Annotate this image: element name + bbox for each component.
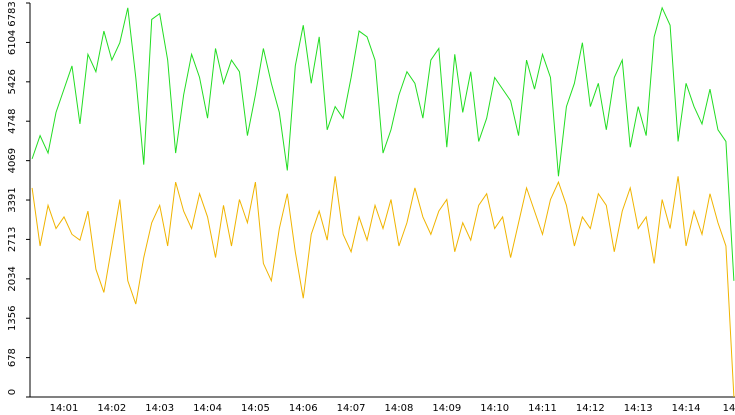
x-tick-label: 14: [723, 403, 735, 414]
x-tick-label: 14:13: [624, 403, 653, 414]
series-line: [31, 176, 735, 398]
y-tick-label: 5426: [7, 69, 18, 94]
x-tick-label: 14:14: [672, 403, 701, 414]
y-tick-label: 2034: [7, 266, 18, 291]
x-tick-label: 14:02: [97, 403, 126, 414]
y-tick-label: 6104: [7, 30, 18, 55]
y-tick-label: 6783: [7, 1, 18, 26]
x-tick-label: 14:09: [432, 403, 461, 414]
x-tick-label: 14:11: [528, 403, 557, 414]
y-tick-label: 2713: [7, 227, 18, 252]
y-tick-label: 3391: [7, 187, 18, 212]
y-tick-label: 4069: [7, 148, 18, 173]
y-tick-label: 1356: [7, 306, 18, 331]
x-tick-label: 14:05: [241, 403, 270, 414]
y-tick-label: 4748: [7, 108, 18, 133]
x-tick-label: 14:08: [385, 403, 414, 414]
y-tick-label: 678: [7, 348, 18, 367]
x-tick-label: 14:10: [480, 403, 509, 414]
x-tick-label: 14:04: [193, 403, 222, 414]
x-tick-label: 14:01: [50, 403, 79, 414]
y-tick-label: 0: [7, 389, 18, 395]
x-tick-label: 14:06: [289, 403, 318, 414]
x-tick-label: 14:12: [576, 403, 605, 414]
x-tick-label: 14:03: [145, 403, 174, 414]
x-tick-label: 14:07: [337, 403, 366, 414]
series-line: [31, 6, 735, 281]
